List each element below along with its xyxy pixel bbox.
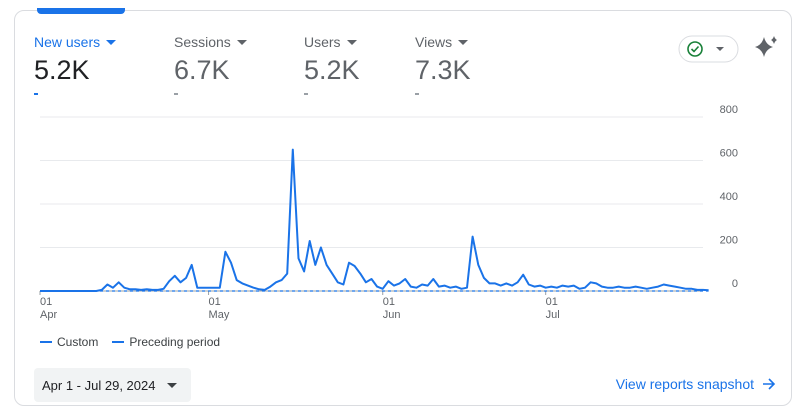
metric-indicator [34, 93, 38, 95]
snapshot-link[interactable]: View reports snapshot [616, 376, 776, 392]
series-line [40, 148, 709, 292]
metric-label: Sessions [174, 34, 231, 50]
y-tick-label: 600 [720, 148, 738, 160]
metric-tab[interactable]: New users 5.2K [34, 34, 117, 95]
legend-swatch [40, 341, 52, 343]
caret [458, 39, 469, 45]
metric-label-row: Sessions [174, 34, 247, 50]
arrow-icon [763, 378, 776, 390]
status-pill[interactable] [678, 35, 739, 63]
metric-value: 7.3K [415, 55, 471, 85]
legend-item: Custom [40, 335, 98, 349]
active-tab-indicator [37, 8, 125, 14]
metric-indicator [174, 93, 178, 95]
metric-label: New users [34, 34, 101, 50]
caret [346, 39, 357, 45]
legend-label: Custom [57, 335, 99, 349]
date-range-button[interactable]: Apr 1 - Jul 29, 2024 [34, 368, 191, 402]
x-tick-label: May [209, 309, 230, 321]
y-tick-label: 0 [732, 278, 738, 290]
metric-indicator [415, 93, 419, 95]
x-tick-day: 01 [383, 296, 395, 308]
x-tick-label: Jul [546, 309, 560, 321]
metric-value: 6.7K [174, 55, 230, 85]
metric-indicator [304, 93, 308, 95]
metric-label-row: New users [34, 34, 117, 50]
link-text: View reports snapshot [615, 376, 754, 392]
x-tick-day: 01 [209, 296, 221, 308]
x-tick-label: Jun [383, 309, 401, 321]
x-tick-label: Apr [40, 309, 57, 321]
caret [236, 39, 247, 45]
metric-tab[interactable]: Views 7.3K [415, 34, 471, 95]
y-tick-label: 400 [720, 191, 738, 203]
metric-label: Views [415, 34, 453, 50]
metric-value: 5.2K [34, 55, 90, 85]
x-tick-day: 01 [546, 296, 558, 308]
x-tick-day: 01 [40, 296, 52, 308]
legend: Custom Preceding period [40, 335, 220, 349]
sparkle-icon[interactable] [755, 36, 777, 57]
card [14, 10, 792, 406]
metric-value: 5.2K [304, 55, 360, 85]
legend-item: Preceding period [112, 335, 220, 349]
y-tick-label: 200 [720, 235, 738, 247]
y-tick-label: 800 [720, 104, 738, 116]
metric-tab[interactable]: Sessions 6.7K [174, 34, 247, 95]
legend-swatch [112, 341, 125, 343]
metric-label-row: Users [304, 34, 360, 50]
caret [106, 39, 117, 45]
metric-label-row: Views [415, 34, 471, 50]
metric-label: Users [304, 34, 341, 50]
metric-tab[interactable]: Users 5.2K [304, 34, 360, 95]
date-range: Apr 1 - Jul 29, 2024 [42, 377, 156, 393]
caret [167, 382, 178, 388]
legend-label: Preceding period [129, 335, 221, 349]
